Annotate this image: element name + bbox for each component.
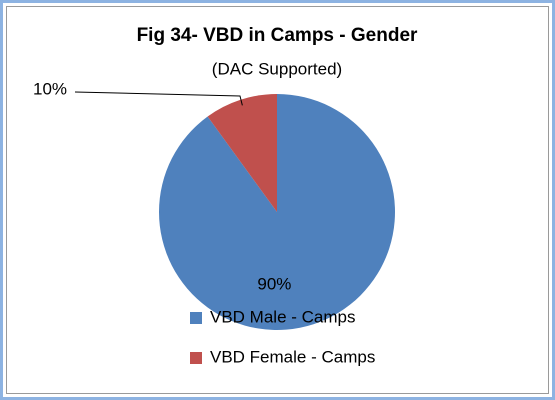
- legend-swatch: [190, 352, 202, 364]
- inner-frame: [6, 6, 549, 394]
- legend-swatch: [190, 312, 202, 324]
- leader-line: [74, 91, 243, 106]
- legend-label: VBD Male - Camps: [210, 307, 355, 326]
- chart-title: Fig 34- VBD in Camps - Gender: [137, 25, 418, 46]
- legend-label: VBD Female - Camps: [210, 347, 375, 366]
- pie-slice: [207, 94, 277, 212]
- chart-subtitle: (DAC Supported): [212, 59, 342, 78]
- data-label: 10%: [33, 79, 67, 98]
- data-label: 90%: [257, 275, 291, 294]
